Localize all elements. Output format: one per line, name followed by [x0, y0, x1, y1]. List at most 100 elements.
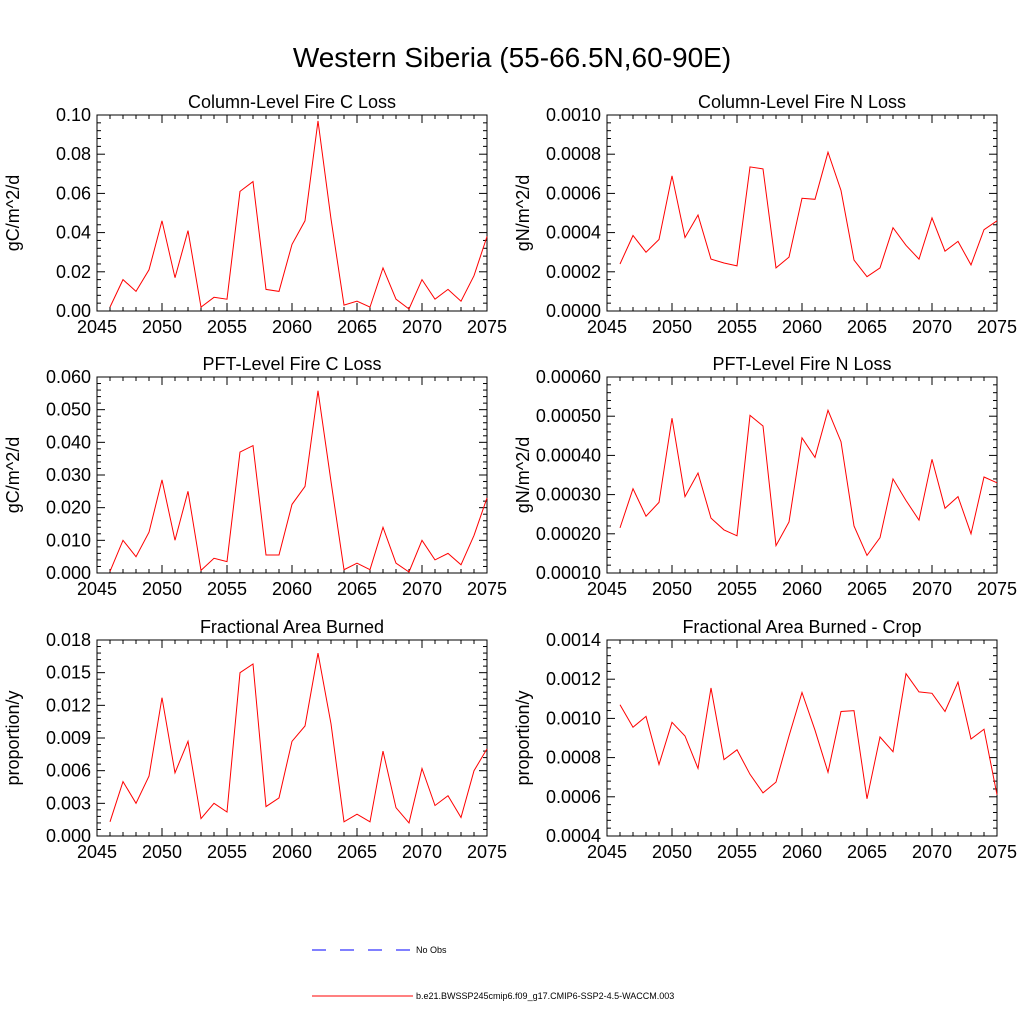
y-tick-label: 0.00	[56, 301, 91, 321]
y-tick-label: 0.0008	[546, 748, 601, 768]
y-tick-label: 0.010	[46, 530, 91, 550]
x-tick-label: 2055	[207, 842, 247, 862]
y-tick-label: 0.08	[56, 144, 91, 164]
x-tick-label: 2045	[587, 317, 627, 337]
x-tick-label: 2065	[337, 579, 377, 599]
y-tick-label: 0.0010	[546, 105, 601, 125]
x-tick-label: 2050	[652, 842, 692, 862]
y-tick-label: 0.00030	[536, 485, 601, 505]
y-axis-label: proportion/y	[513, 690, 533, 785]
y-axis-label: gN/m^2/d	[513, 175, 533, 251]
x-tick-label: 2045	[77, 842, 117, 862]
plot-frame	[96, 376, 488, 574]
x-tick-label: 2070	[912, 317, 952, 337]
series-line	[619, 150, 998, 278]
x-tick-label: 2055	[207, 579, 247, 599]
chart-panel-2: Column-Level Fire N Loss gN/m^2/d 2045 2050…	[513, 92, 1017, 337]
y-axis-label: gC/m^2/d	[3, 437, 23, 513]
x-tick-label: 2060	[272, 317, 312, 337]
y-tick-label: 0.00060	[536, 367, 601, 387]
y-tick-label: 0.06	[56, 183, 91, 203]
x-tick-label: 2060	[272, 842, 312, 862]
x-tick-label: 2055	[717, 842, 757, 862]
x-tick-label: 2060	[782, 842, 822, 862]
y-tick-label: 0.02	[56, 262, 91, 282]
x-tick-label: 2070	[402, 579, 442, 599]
y-tick-label: 0.000	[46, 563, 91, 583]
y-tick-label: 0.018	[46, 630, 91, 650]
x-tick-label: 2070	[912, 842, 952, 862]
x-tick-label: 2055	[717, 317, 757, 337]
x-tick-label: 2060	[272, 579, 312, 599]
x-tick-label: 2070	[402, 842, 442, 862]
panel-title: Column-Level Fire C Loss	[188, 92, 396, 112]
x-tick-label: 2045	[587, 579, 627, 599]
y-tick-label: 0.040	[46, 432, 91, 452]
x-tick-label: 2045	[77, 579, 117, 599]
y-tick-label: 0.04	[56, 223, 91, 243]
x-tick-label: 2070	[402, 317, 442, 337]
x-tick-label: 2065	[847, 842, 887, 862]
y-tick-label: 0.020	[46, 498, 91, 518]
x-tick-label: 2055	[207, 317, 247, 337]
plot-frame	[606, 114, 998, 312]
chart-panel-4: PFT-Level Fire N Loss gN/m^2/d 2045 2050 205…	[513, 354, 1017, 599]
plot-frame	[606, 376, 998, 574]
y-tick-label: 0.030	[46, 465, 91, 485]
panel-title: Fractional Area Burned - Crop	[682, 617, 921, 637]
series-line	[619, 408, 998, 557]
panel-title: Column-Level Fire N Loss	[698, 92, 906, 112]
series-line	[109, 120, 488, 310]
y-tick-label: 0.003	[46, 793, 91, 813]
y-tick-label: 0.060	[46, 367, 91, 387]
series-line	[109, 653, 488, 824]
x-tick-label: 2060	[782, 579, 822, 599]
x-tick-label: 2045	[587, 842, 627, 862]
x-tick-label: 2050	[652, 317, 692, 337]
plot-frame	[606, 639, 998, 837]
x-tick-label: 2060	[782, 317, 822, 337]
chart-panels: Column-Level Fire C Loss gC/m^2/d 2045 2050…	[3, 92, 1017, 862]
y-tick-label: 0.0008	[546, 144, 601, 164]
x-tick-label: 2075	[467, 317, 507, 337]
x-tick-label: 2055	[717, 579, 757, 599]
y-tick-label: 0.0004	[546, 826, 601, 846]
y-axis-label: gC/m^2/d	[3, 175, 23, 251]
legend-label-model-run: b.e21.BWSSP245cmip6.f09_g17.CMIP6-SSP2-4…	[416, 991, 674, 1001]
y-tick-label: 0.0002	[546, 262, 601, 282]
y-tick-label: 0.000	[46, 826, 91, 846]
legend-label-no-obs: No Obs	[416, 945, 447, 955]
y-tick-label: 0.0006	[546, 183, 601, 203]
series-line	[109, 390, 488, 573]
x-tick-label: 2045	[77, 317, 117, 337]
y-tick-label: 0.0010	[546, 708, 601, 728]
y-tick-label: 0.050	[46, 400, 91, 420]
plot-frame	[96, 114, 488, 312]
y-tick-label: 0.00010	[536, 563, 601, 583]
y-tick-label: 0.00050	[536, 406, 601, 426]
y-axis-label: proportion/y	[3, 690, 23, 785]
x-tick-label: 2065	[337, 317, 377, 337]
y-axis-label: gN/m^2/d	[513, 437, 533, 513]
y-tick-label: 0.012	[46, 695, 91, 715]
panel-title: PFT-Level Fire C Loss	[202, 354, 381, 374]
y-tick-label: 0.00020	[536, 524, 601, 544]
x-tick-label: 2065	[847, 579, 887, 599]
y-tick-label: 0.0000	[546, 301, 601, 321]
chart-panel-1: Column-Level Fire C Loss gC/m^2/d 2045 2050…	[3, 92, 507, 337]
x-tick-label: 2075	[467, 842, 507, 862]
x-tick-label: 2065	[337, 842, 377, 862]
x-tick-label: 2075	[467, 579, 507, 599]
x-tick-label: 2050	[142, 579, 182, 599]
panel-title: PFT-Level Fire N Loss	[712, 354, 891, 374]
y-tick-label: 0.009	[46, 728, 91, 748]
y-tick-label: 0.00040	[536, 445, 601, 465]
y-tick-label: 0.006	[46, 761, 91, 781]
figure-title: Western Siberia (55-66.5N,60-90E)	[293, 42, 731, 73]
x-tick-label: 2050	[142, 842, 182, 862]
y-tick-label: 0.015	[46, 663, 91, 683]
x-tick-label: 2075	[977, 579, 1017, 599]
chart-panel-3: PFT-Level Fire C Loss gC/m^2/d 2045 2050 205…	[3, 354, 507, 599]
x-tick-label: 2050	[142, 317, 182, 337]
